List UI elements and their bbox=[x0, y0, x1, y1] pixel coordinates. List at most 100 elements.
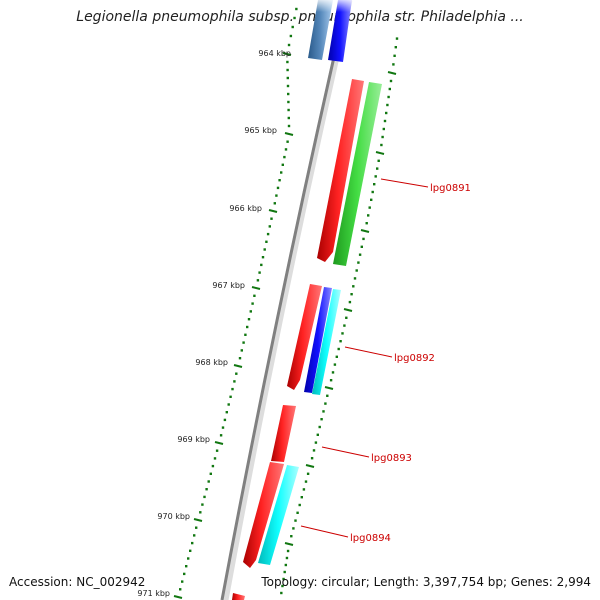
leader-line-lpg0893 bbox=[321, 446, 370, 458]
tick-dot bbox=[280, 591, 283, 595]
tick-dot bbox=[287, 100, 290, 104]
tick-dot bbox=[357, 261, 360, 264]
tick-dot bbox=[270, 217, 273, 220]
gene-feature-blue-top[interactable] bbox=[328, 0, 352, 62]
tick-dot bbox=[392, 63, 395, 66]
tick-label-969: 969 kbp bbox=[177, 435, 210, 444]
tick-dot bbox=[337, 347, 340, 351]
gene-feature-steel-top[interactable] bbox=[308, 0, 333, 60]
tick-dot bbox=[261, 256, 265, 259]
tick-mark bbox=[193, 518, 203, 522]
tick-dot bbox=[185, 565, 188, 568]
tick-dot bbox=[263, 248, 266, 251]
tick-dot bbox=[331, 371, 335, 374]
gene-feature-green-1[interactable] bbox=[333, 82, 382, 266]
tick-dot bbox=[320, 418, 323, 421]
tick-dot bbox=[229, 395, 232, 398]
tick-mark bbox=[251, 286, 261, 290]
tick-dot bbox=[286, 549, 290, 553]
tick-dot bbox=[207, 480, 210, 483]
gene-label-lpg0892[interactable]: lpg0892 bbox=[394, 353, 435, 364]
gene-feature-red-3[interactable] bbox=[271, 405, 296, 462]
gene-feature-cyan-2[interactable] bbox=[312, 289, 341, 395]
tick-dot bbox=[256, 279, 260, 282]
tick-dot bbox=[266, 232, 270, 236]
genome-title: Legionella pneumophila subsp. pneumophil… bbox=[76, 9, 524, 25]
tick-dot bbox=[276, 186, 280, 190]
tick-dot bbox=[238, 357, 242, 360]
tick-dot bbox=[298, 503, 301, 507]
tick-dot bbox=[287, 108, 290, 112]
tick-dot bbox=[394, 46, 397, 49]
tick-mark bbox=[268, 209, 278, 213]
tick-label-968: 968 kbp bbox=[195, 358, 228, 367]
tick-dot bbox=[260, 263, 263, 267]
tick-dot bbox=[233, 380, 236, 383]
tick-dot bbox=[258, 271, 261, 274]
tick-dot bbox=[385, 111, 388, 115]
gene-label-lpg0891[interactable]: lpg0891 bbox=[430, 183, 471, 194]
tick-dot bbox=[300, 496, 303, 499]
tick-mark bbox=[214, 441, 224, 445]
accession-text: Accession: NC_002942 bbox=[9, 575, 146, 589]
gene-feature-blue-2[interactable] bbox=[304, 287, 332, 393]
tick-dot bbox=[265, 240, 268, 243]
tick-dot bbox=[199, 511, 202, 514]
tick-dot bbox=[282, 577, 285, 581]
tick-dot bbox=[322, 410, 325, 413]
tick-dot bbox=[195, 526, 198, 529]
tick-dots bbox=[179, 7, 399, 595]
tick-dot bbox=[211, 464, 215, 468]
tick-dot bbox=[281, 163, 284, 166]
tick-dot bbox=[316, 433, 319, 436]
tick-dot bbox=[287, 92, 290, 96]
gene-feature-cyan-4[interactable] bbox=[258, 465, 299, 565]
tick-dot bbox=[381, 135, 384, 139]
tick-dot bbox=[189, 549, 192, 552]
tick-dot bbox=[231, 387, 234, 391]
tick-mark bbox=[360, 229, 370, 233]
tick-dot bbox=[249, 310, 252, 313]
tick-dot bbox=[314, 441, 318, 444]
genome-backbone-edge bbox=[220, 0, 349, 600]
gene-label-lpg0893[interactable]: lpg0893 bbox=[371, 453, 412, 464]
tick-dot bbox=[283, 155, 286, 159]
tick-label-966: 966 kbp bbox=[229, 204, 262, 213]
tick-dot bbox=[393, 54, 396, 57]
tick-dot bbox=[388, 87, 391, 91]
tick-dot bbox=[191, 541, 194, 545]
gene-feature-red-4[interactable] bbox=[243, 462, 284, 568]
tick-dot bbox=[251, 302, 254, 305]
tick-dot bbox=[295, 7, 298, 11]
tick-dot bbox=[360, 245, 363, 248]
tick-dot bbox=[382, 127, 385, 131]
tick-dot bbox=[345, 316, 348, 319]
tick-dot bbox=[287, 43, 291, 47]
gene-feature-red-bottom[interactable] bbox=[232, 593, 245, 600]
tick-dot bbox=[343, 324, 346, 327]
genome-backbone bbox=[221, 0, 353, 600]
tick-dot bbox=[304, 480, 308, 483]
tick-dot bbox=[219, 434, 223, 437]
tick-dot bbox=[227, 403, 230, 406]
tick-dot bbox=[286, 140, 289, 143]
leader-line-lpg0894 bbox=[300, 525, 349, 538]
tick-dot bbox=[310, 457, 314, 460]
gene-label-lpg0894[interactable]: lpg0894 bbox=[350, 533, 391, 544]
tick-dot bbox=[286, 84, 290, 88]
tick-dot bbox=[268, 225, 271, 228]
tick-dot bbox=[348, 300, 352, 304]
tick-mark bbox=[284, 542, 294, 546]
tick-dot bbox=[380, 143, 383, 147]
leader-line-lpg0891 bbox=[380, 178, 429, 188]
tick-dot bbox=[383, 119, 387, 123]
tick-dot bbox=[225, 411, 228, 414]
tick-dot bbox=[287, 124, 291, 128]
tick-dot bbox=[292, 527, 295, 530]
gene-feature-red-2[interactable] bbox=[287, 284, 322, 390]
tick-dot bbox=[350, 293, 353, 296]
tick-dot bbox=[355, 269, 358, 272]
tick-dot bbox=[318, 425, 321, 429]
gene-feature-red-1[interactable] bbox=[317, 79, 364, 262]
